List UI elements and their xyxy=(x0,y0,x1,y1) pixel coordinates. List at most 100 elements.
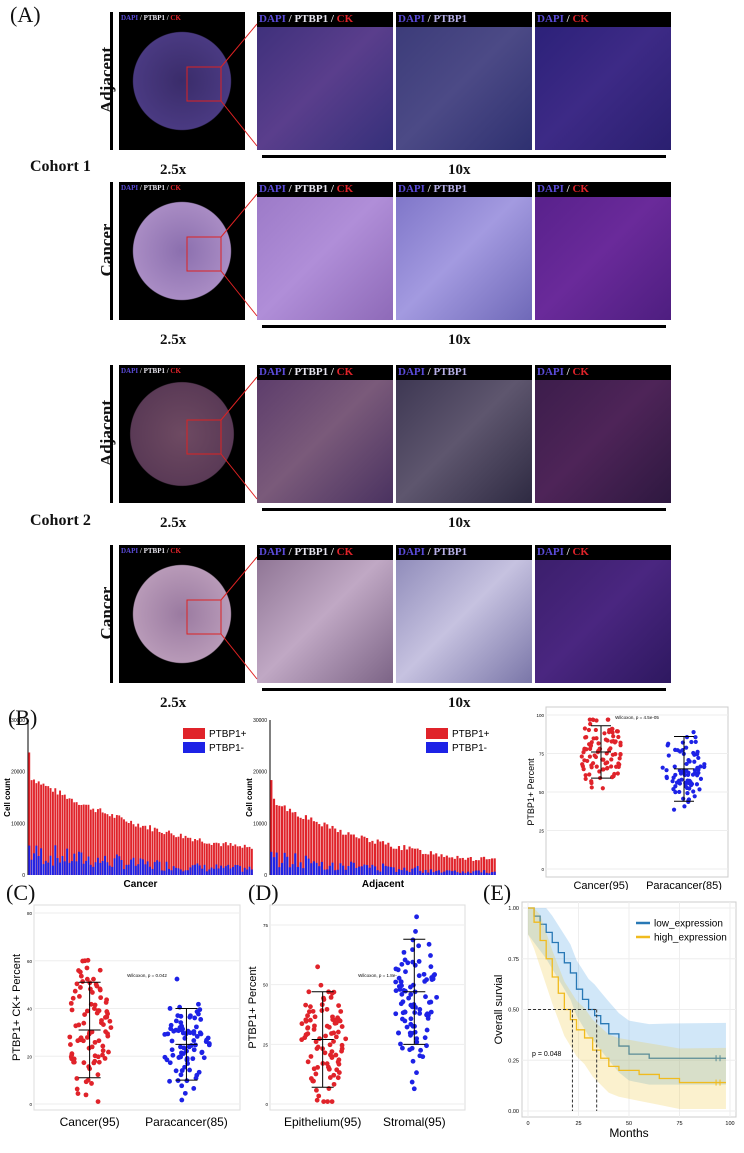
survival-curve xyxy=(528,907,726,1059)
bar-positive xyxy=(405,849,409,875)
tick-label: 100 xyxy=(536,713,544,718)
data-point xyxy=(414,1039,420,1045)
data-point xyxy=(99,1018,104,1023)
data-point xyxy=(609,764,614,769)
bar-positive xyxy=(469,857,472,875)
bar-negative xyxy=(294,853,297,875)
confidence-band xyxy=(528,908,726,1085)
category-label: Paracancer(85) xyxy=(145,1115,228,1129)
bar-negative xyxy=(127,864,130,875)
bar-positive xyxy=(312,821,315,875)
data-point xyxy=(587,772,592,777)
bar-positive xyxy=(323,822,326,875)
data-point xyxy=(400,999,406,1005)
bar-positive xyxy=(448,857,451,875)
bar-positive xyxy=(278,805,281,875)
bar-positive xyxy=(54,788,57,875)
bar-positive xyxy=(234,844,237,875)
data-point xyxy=(411,1086,417,1092)
bar-negative xyxy=(435,871,438,875)
data-point xyxy=(610,752,615,757)
bar-positive xyxy=(472,860,475,875)
data-point xyxy=(587,742,592,747)
bar-negative xyxy=(291,864,294,875)
bar-negative xyxy=(453,870,456,875)
data-point xyxy=(396,984,402,989)
data-point xyxy=(422,1035,428,1041)
bar-negative xyxy=(421,872,424,875)
tick-label: 0 xyxy=(22,873,25,879)
bar-positive xyxy=(130,820,133,875)
data-point xyxy=(610,775,615,780)
data-point xyxy=(85,1077,91,1083)
bar-negative xyxy=(328,865,331,875)
data-point xyxy=(618,752,623,757)
data-point xyxy=(97,986,103,992)
data-point xyxy=(95,1008,101,1014)
bar-negative xyxy=(222,867,225,875)
tick-label: 10000 xyxy=(11,821,25,827)
data-point xyxy=(580,762,585,767)
data-point xyxy=(197,1030,203,1036)
data-point xyxy=(602,731,607,736)
bar-negative xyxy=(54,845,57,875)
data-point xyxy=(686,758,691,763)
bar-negative xyxy=(201,868,204,875)
data-point xyxy=(581,767,586,772)
data-point xyxy=(179,1023,185,1029)
tick-label: 75 xyxy=(676,1121,682,1127)
bar-positive xyxy=(334,828,337,875)
bar-negative xyxy=(411,868,414,875)
bar-negative xyxy=(392,867,395,875)
zoom-lines xyxy=(186,193,258,317)
data-point xyxy=(322,1050,328,1056)
data-point xyxy=(190,1056,196,1062)
bar-negative xyxy=(318,866,321,875)
bar-negative xyxy=(236,865,239,875)
bar-negative xyxy=(66,848,69,875)
data-point xyxy=(68,1042,73,1047)
bar-positive xyxy=(280,806,284,875)
bar-negative xyxy=(123,869,125,875)
bar-positive xyxy=(440,854,443,875)
tick-label: 0.00 xyxy=(508,1109,519,1115)
data-point xyxy=(81,1060,87,1066)
legend-label: low_expression xyxy=(654,919,723,930)
tick-label: 0 xyxy=(264,873,267,879)
data-point xyxy=(81,1020,87,1026)
bar-positive xyxy=(203,843,206,875)
data-point xyxy=(303,1002,309,1008)
legend-label: PTBP1+ xyxy=(452,729,490,740)
bar-negative xyxy=(160,870,163,875)
micrograph-tile: DAPI / PTBP1 / CK xyxy=(257,182,393,320)
magnification-low: 2.5x xyxy=(160,695,187,711)
bar-positive xyxy=(177,836,180,875)
data-point xyxy=(406,995,412,1001)
data-point xyxy=(696,755,701,761)
bar-negative xyxy=(250,869,253,875)
stain-header: DAPI / CK xyxy=(535,545,671,560)
bar-negative xyxy=(96,857,99,875)
data-point xyxy=(95,1099,101,1105)
bar-negative xyxy=(61,856,64,875)
bar-positive xyxy=(275,805,278,875)
magnification-bar xyxy=(262,155,666,158)
data-point xyxy=(182,1090,188,1096)
axis-title: Months xyxy=(609,1126,648,1140)
tick-label: 100 xyxy=(725,1121,734,1127)
bar-negative xyxy=(227,864,230,875)
data-point xyxy=(612,771,617,777)
stain-header: DAPI / CK xyxy=(535,12,671,27)
data-point xyxy=(434,994,440,1000)
data-point xyxy=(409,1079,415,1085)
data-point xyxy=(683,784,688,789)
bar-positive xyxy=(227,845,230,875)
bar-negative xyxy=(464,873,467,875)
data-point xyxy=(187,1014,193,1020)
bar-negative xyxy=(203,864,206,875)
data-point xyxy=(611,734,616,739)
bar-positive xyxy=(379,841,382,875)
data-point xyxy=(333,1052,339,1058)
data-point xyxy=(413,929,418,934)
